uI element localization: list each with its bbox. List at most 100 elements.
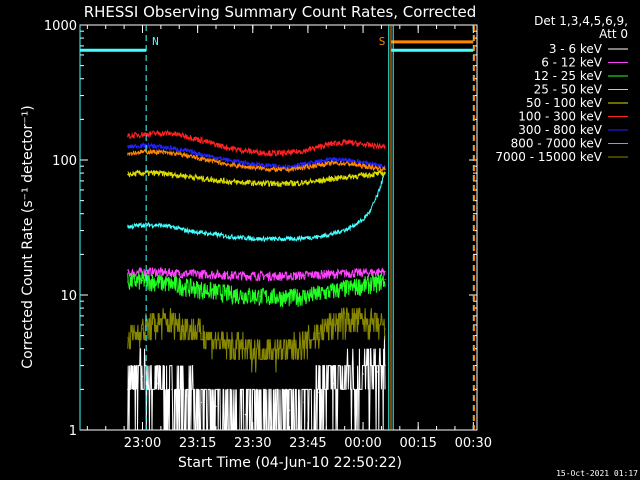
data-point xyxy=(186,175,188,177)
legend-entry-label: 800 - 7000 keV xyxy=(511,137,603,151)
data-point xyxy=(259,167,261,169)
data-point xyxy=(377,271,379,273)
data-point xyxy=(127,152,129,154)
data-point xyxy=(200,139,202,141)
data-point xyxy=(141,172,144,174)
data-point xyxy=(347,159,349,161)
series-line xyxy=(127,271,386,308)
data-point xyxy=(377,371,379,373)
data-point xyxy=(200,332,202,334)
data-point xyxy=(259,238,261,240)
data-point xyxy=(362,144,364,146)
data-point xyxy=(274,165,276,167)
data-point xyxy=(230,409,232,411)
x-tick-label: 23:15 xyxy=(179,436,216,451)
data-point xyxy=(384,270,386,272)
data-point xyxy=(288,168,291,171)
data-point xyxy=(244,348,247,350)
data-point xyxy=(384,168,386,171)
y-axis-label: Corrected Count Rate (s⁻¹ detector⁻¹) xyxy=(20,105,36,368)
x-tick-label: 00:30 xyxy=(455,436,492,451)
series-group xyxy=(127,129,386,431)
series-25-50-kev xyxy=(127,171,386,243)
data-point xyxy=(215,157,217,159)
data-point xyxy=(377,282,379,284)
data-point xyxy=(303,182,305,184)
data-point xyxy=(171,132,173,135)
data-point xyxy=(333,177,335,180)
data-point xyxy=(215,179,217,181)
data-point xyxy=(186,229,188,232)
data-point xyxy=(377,145,379,147)
data-point xyxy=(362,219,364,221)
data-point xyxy=(215,234,217,236)
data-point xyxy=(384,165,386,167)
data-point xyxy=(318,332,320,334)
y-tick-label: 1 xyxy=(69,424,77,439)
legend-entry-label: 7000 - 15000 keV xyxy=(495,150,602,164)
data-point xyxy=(156,224,158,226)
data-point xyxy=(333,383,335,385)
legend-entry-label: 100 - 300 keV xyxy=(518,110,602,124)
data-point xyxy=(127,272,129,274)
data-point xyxy=(230,345,232,347)
data-point xyxy=(141,144,144,147)
data-point xyxy=(347,287,349,289)
legend-entry-label: 3 - 6 keV xyxy=(549,42,603,56)
data-point xyxy=(318,293,320,295)
series-12-25-kev xyxy=(127,271,386,308)
data-point xyxy=(230,181,232,183)
data-point xyxy=(215,144,217,146)
y-axis: 1 10 100 1000 xyxy=(44,19,477,439)
x-axis: 23:00 23:15 23:30 23:45 00:00 00:15 00:30 xyxy=(86,25,492,451)
data-point xyxy=(288,238,291,240)
data-point xyxy=(347,272,349,274)
data-point xyxy=(215,405,217,407)
data-point xyxy=(377,164,379,166)
data-point xyxy=(259,414,261,416)
data-point xyxy=(288,182,291,185)
legend-header: Det 1,3,4,5,6,9, xyxy=(534,14,628,28)
data-point xyxy=(274,275,276,277)
data-point xyxy=(362,165,364,167)
data-point xyxy=(362,320,364,322)
series-6-12-kev xyxy=(127,266,386,282)
data-point xyxy=(156,383,158,385)
data-point xyxy=(347,318,349,320)
data-point xyxy=(244,237,247,239)
data-point xyxy=(156,172,158,174)
data-point xyxy=(171,388,173,390)
data-point xyxy=(156,281,158,283)
series-line xyxy=(127,266,386,282)
data-point xyxy=(274,182,276,185)
data-point xyxy=(156,271,158,273)
data-point xyxy=(377,194,379,196)
data-point xyxy=(347,141,349,144)
data-point xyxy=(318,391,320,393)
data-point xyxy=(186,326,188,328)
x-axis-label: Start Time (04-Jun-10 22:50:22) xyxy=(178,455,402,471)
data-point xyxy=(244,414,247,416)
series-line xyxy=(127,169,386,188)
series-line xyxy=(127,129,386,158)
data-point xyxy=(127,135,129,137)
data-point xyxy=(186,394,188,397)
data-point xyxy=(303,150,305,152)
data-point xyxy=(156,151,158,153)
data-point xyxy=(127,388,129,390)
data-point xyxy=(274,238,276,240)
data-point xyxy=(230,147,232,149)
legend-entry-label: 300 - 800 keV xyxy=(518,123,602,137)
data-point xyxy=(347,375,349,377)
data-point xyxy=(259,275,261,277)
data-point xyxy=(230,159,232,162)
data-point xyxy=(362,284,364,286)
data-point xyxy=(244,162,247,164)
data-point xyxy=(318,161,320,163)
flag-bars xyxy=(80,40,474,52)
data-point xyxy=(171,173,173,176)
data-point xyxy=(186,154,188,157)
series-50-100-kev xyxy=(127,169,386,188)
